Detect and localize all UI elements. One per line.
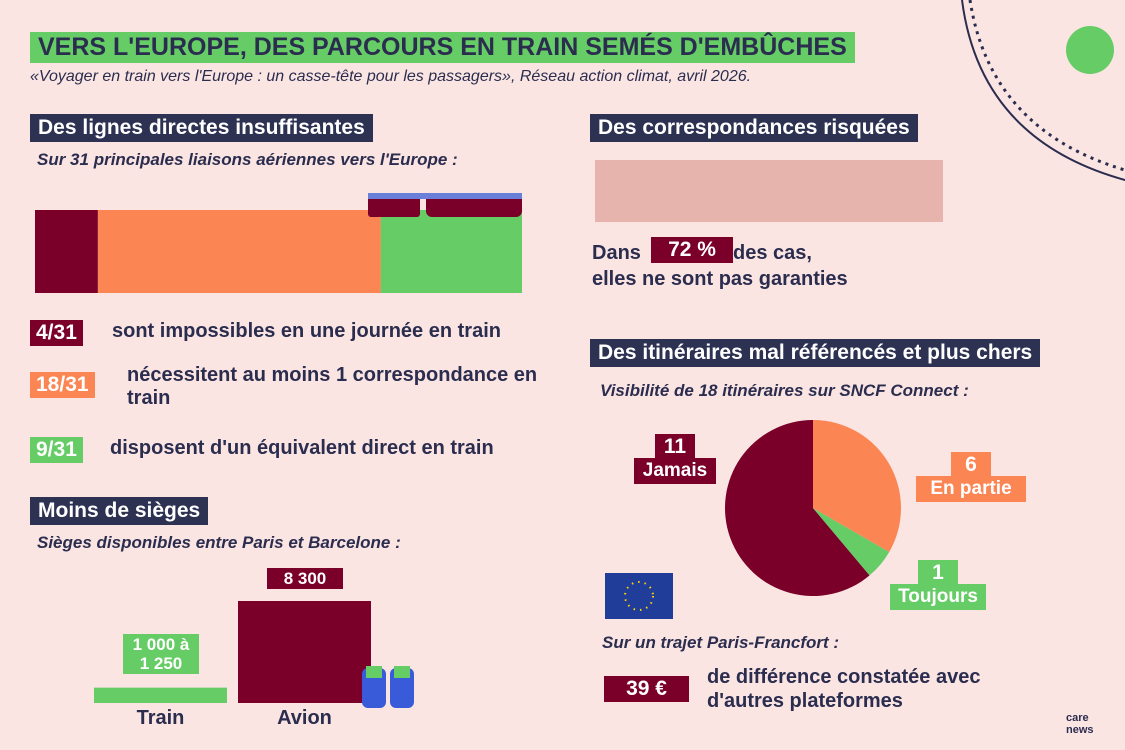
bar-segment	[97, 210, 381, 293]
section-subtitle: Sièges disponibles entre Paris et Barcel…	[37, 533, 401, 552]
footer-logo: care news	[1066, 712, 1094, 736]
rail-line	[961, 0, 1125, 181]
value-label: 1 000 à 1 250	[123, 633, 199, 674]
section-title: Moins de sièges	[30, 497, 209, 525]
slice-label: Jamais	[634, 458, 716, 484]
bar	[94, 687, 227, 703]
slice-value: 11	[655, 434, 695, 460]
bar-background	[595, 160, 943, 222]
legend-label: disposent d'un équivalent direct en trai…	[110, 437, 494, 459]
section-title: Des itinéraires mal référencés et plus c…	[590, 339, 1041, 367]
bar	[238, 601, 371, 703]
slice-label: En partie	[916, 476, 1026, 502]
pie-slice	[813, 508, 890, 576]
section-subtitle: Visibilité de 18 itinéraires sur SNCF Co…	[600, 381, 969, 400]
source: «Voyager en train vers l'Europe : un cas…	[30, 68, 752, 85]
value-label: 8 300	[267, 568, 343, 589]
value-badge: 72 %	[651, 237, 733, 263]
section-title: Des correspondances risquées	[590, 114, 918, 142]
section-subtitle: Sur 31 principales liaisons aériennes ve…	[37, 150, 458, 169]
legend-label: sont impossibles en une journée en train	[112, 320, 501, 342]
text-after: des cas,	[733, 242, 812, 264]
value-badge: 4/31	[30, 320, 83, 346]
note-value: 39 €	[604, 676, 689, 702]
rail-track	[968, 0, 1125, 172]
bar-segment	[380, 210, 522, 293]
text-line2: elles ne sont pas garanties	[592, 268, 848, 290]
seats-illustration	[362, 666, 414, 708]
pie-slice	[813, 420, 901, 552]
value-badge: 18/31	[30, 372, 95, 398]
note-text: de différence constatée avec d'autres pl…	[707, 666, 981, 712]
slice-value: 6	[951, 452, 991, 478]
category-label: Avion	[277, 707, 332, 729]
slice-label: Toujours	[890, 584, 986, 610]
text-before: Dans	[592, 242, 641, 264]
eu-flag	[605, 573, 673, 619]
category-label: Train	[136, 707, 185, 729]
note-intro: Sur un trajet Paris-Francfort :	[602, 633, 840, 652]
page-title: VERS L'EUROPE, DES PARCOURS EN TRAIN SEM…	[30, 32, 855, 63]
logo-mark	[1066, 26, 1114, 74]
train-illustration	[368, 193, 522, 217]
bar-segment	[35, 210, 98, 293]
pie-slice	[724, 420, 870, 596]
section-title: Des lignes directes insuffisantes	[30, 114, 373, 142]
value-badge: 9/31	[30, 437, 83, 463]
slice-value: 1	[918, 560, 958, 586]
legend-label: nécessitent au moins 1 correspondance en…	[127, 364, 538, 409]
